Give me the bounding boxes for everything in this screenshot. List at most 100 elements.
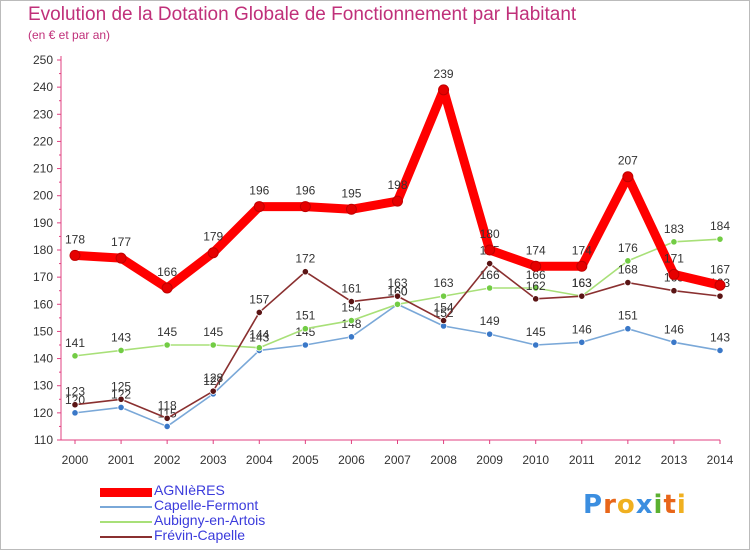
data-label-capelle-fermont: 127: [203, 374, 223, 388]
x-tick-label: 2013: [661, 453, 688, 467]
data-point-aubigny-en-artois: [670, 238, 678, 246]
y-tick-label: 130: [33, 379, 53, 393]
data-point-capelle-fermont: [716, 346, 724, 355]
data-point-agni-res: [668, 268, 680, 280]
data-label-capelle-fermont: 143: [710, 330, 730, 344]
data-label-agni-res: 239: [434, 67, 454, 81]
legend-swatch: [100, 506, 152, 508]
data-point-capelle-fermont: [347, 333, 356, 341]
x-tick-label: 2009: [476, 453, 503, 467]
legend-swatch: [100, 536, 152, 538]
data-label-agni-res: 171: [664, 251, 684, 265]
data-point-fr-vin-capelle: [209, 387, 217, 395]
y-tick-label: 190: [33, 216, 53, 230]
data-point-agni-res: [69, 249, 81, 261]
data-label-aubigny-en-artois: 145: [157, 325, 177, 339]
data-label-capelle-fermont: 149: [480, 314, 500, 328]
data-point-fr-vin-capelle: [670, 287, 678, 295]
data-point-aubigny-en-artois: [301, 325, 309, 333]
x-tick-label: 2001: [108, 453, 135, 467]
data-label-fr-vin-capelle: 154: [434, 301, 454, 315]
data-point-capelle-fermont: [301, 341, 309, 349]
x-tick-label: 2014: [707, 453, 734, 467]
data-point-fr-vin-capelle: [347, 297, 356, 306]
data-point-aubigny-en-artois: [347, 316, 356, 325]
data-point-agni-res: [576, 260, 588, 272]
data-point-fr-vin-capelle: [578, 292, 586, 300]
logo-letter: o: [616, 490, 636, 520]
data-point-aubigny-en-artois: [117, 346, 125, 355]
data-label-capelle-fermont: 152: [434, 306, 454, 320]
x-tick-label: 2004: [246, 453, 273, 467]
data-label-agni-res: 178: [65, 232, 85, 246]
data-point-fr-vin-capelle: [486, 259, 494, 268]
y-tick-label: 110: [34, 433, 53, 447]
data-point-aubigny-en-artois: [486, 284, 494, 292]
x-tick-label: 2011: [569, 453, 595, 467]
x-tick-label: 2002: [154, 453, 181, 467]
data-point-fr-vin-capelle: [716, 292, 724, 300]
data-point-capelle-fermont: [578, 338, 586, 346]
data-point-fr-vin-capelle: [532, 295, 540, 303]
data-point-aubigny-en-artois: [716, 235, 724, 243]
data-point-capelle-fermont: [624, 325, 632, 333]
data-point-agni-res: [207, 247, 219, 259]
data-label-agni-res: 195: [341, 186, 361, 200]
data-point-agni-res: [530, 260, 542, 272]
data-point-fr-vin-capelle: [163, 414, 171, 422]
y-tick-label: 170: [33, 270, 53, 284]
data-label-fr-vin-capelle: 123: [65, 385, 85, 399]
data-point-capelle-fermont: [71, 409, 79, 417]
data-label-aubigny-en-artois: 160: [387, 284, 407, 298]
data-label-agni-res: 179: [203, 230, 223, 244]
data-label-aubigny-en-artois: 141: [65, 336, 85, 350]
data-point-capelle-fermont: [117, 403, 125, 412]
data-point-aubigny-en-artois: [532, 284, 540, 292]
y-tick-label: 160: [33, 297, 53, 311]
data-point-agni-res: [253, 201, 265, 213]
data-label-agni-res: 174: [526, 243, 546, 257]
x-tick-label: 2010: [522, 453, 549, 467]
data-label-fr-vin-capelle: 125: [111, 379, 131, 393]
data-label-agni-res: 180: [480, 227, 500, 241]
logo-letter: i: [676, 490, 687, 520]
data-label-capelle-fermont: 146: [664, 322, 684, 336]
data-point-agni-res: [622, 171, 634, 183]
data-label-capelle-fermont: 160: [387, 284, 407, 298]
legend-swatch: [100, 521, 152, 523]
data-label-capelle-fermont: 151: [618, 309, 638, 323]
data-point-agni-res: [392, 195, 403, 207]
logo-letter: x: [635, 490, 654, 520]
data-point-fr-vin-capelle: [393, 292, 402, 300]
data-point-aubigny-en-artois: [439, 292, 448, 300]
data-point-aubigny-en-artois: [393, 300, 402, 308]
data-point-capelle-fermont: [670, 338, 678, 346]
data-point-agni-res: [714, 279, 726, 291]
data-label-fr-vin-capelle: 163: [387, 276, 407, 290]
y-tick-label: 210: [33, 162, 53, 176]
data-label-aubigny-en-artois: 166: [526, 268, 546, 282]
data-point-fr-vin-capelle: [439, 316, 448, 325]
x-tick-label: 2000: [62, 453, 89, 467]
x-tick-label: 2007: [384, 453, 411, 467]
data-point-agni-res: [161, 282, 173, 294]
y-tick-label: 180: [33, 243, 53, 257]
data-point-fr-vin-capelle: [117, 395, 125, 403]
x-tick-label: 2003: [200, 453, 227, 467]
logo-letter: i: [653, 490, 664, 520]
data-label-aubigny-en-artois: 151: [295, 309, 315, 323]
data-point-agni-res: [115, 252, 127, 264]
data-label-fr-vin-capelle: 157: [249, 292, 269, 306]
x-tick-label: 2006: [338, 453, 365, 467]
data-label-capelle-fermont: 122: [111, 387, 131, 401]
data-point-aubigny-en-artois: [624, 257, 632, 265]
y-tick-label: 240: [33, 80, 53, 94]
data-label-aubigny-en-artois: 163: [572, 276, 592, 290]
data-label-agni-res: 196: [295, 184, 315, 198]
legend-swatch: [100, 487, 152, 497]
data-point-fr-vin-capelle: [301, 268, 309, 276]
data-label-fr-vin-capelle: 162: [526, 279, 546, 293]
data-label-aubigny-en-artois: 184: [710, 219, 730, 233]
y-tick-label: 230: [33, 107, 53, 121]
data-label-agni-res: 167: [710, 262, 730, 276]
